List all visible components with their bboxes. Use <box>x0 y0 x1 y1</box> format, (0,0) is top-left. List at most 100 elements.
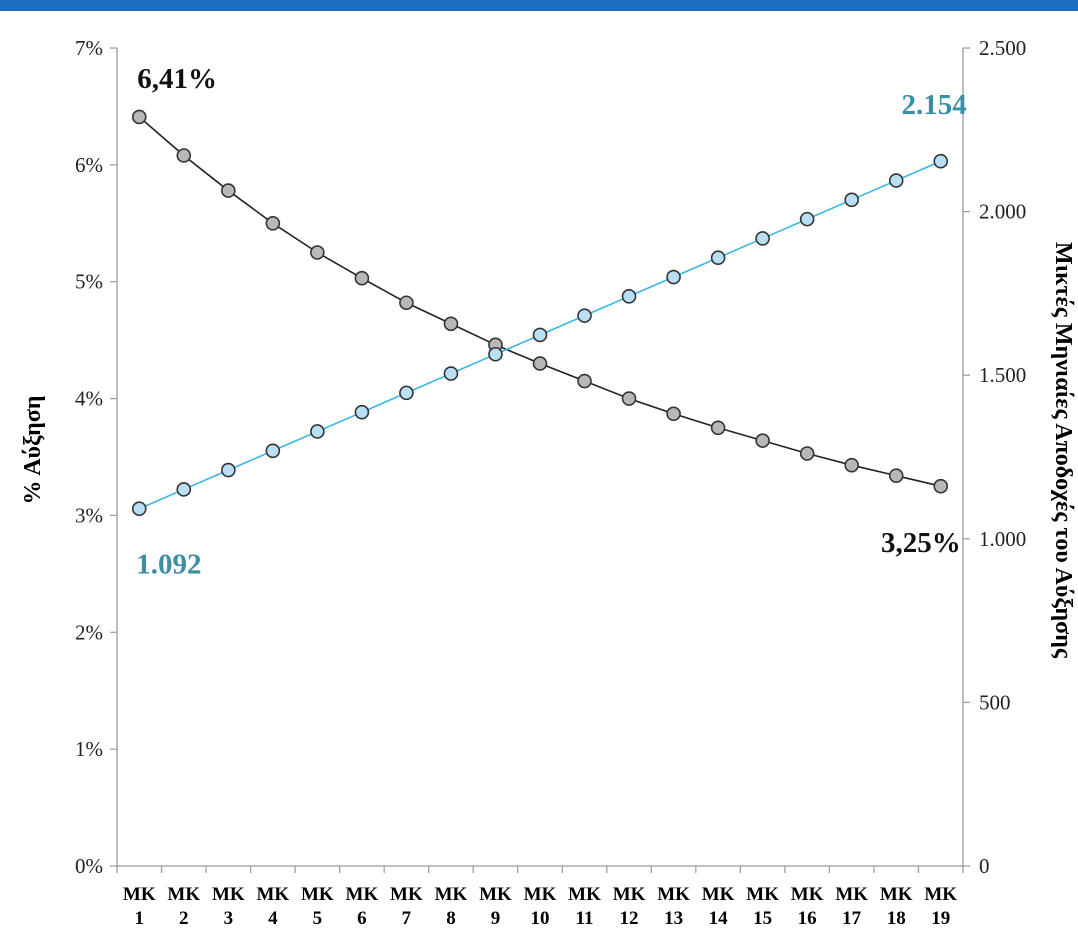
series-1-point <box>488 346 503 362</box>
annotations: 6,41% 3,25% 1.092 2.154 <box>136 63 966 581</box>
x-axis-tick-label: ΜΚ 5 <box>301 884 334 929</box>
series-1-point <box>310 424 325 439</box>
left-axis-tick-label: 1% <box>75 737 103 761</box>
x-axis-tick-label: ΜΚ 13 <box>657 884 690 929</box>
x-axis-tick-label: ΜΚ 4 <box>256 884 289 929</box>
x-axis-tick-label: ΜΚ 7 <box>390 884 423 929</box>
series-1-point <box>710 250 726 266</box>
x-axis-tick-label-line: 9 <box>491 908 501 929</box>
series-0-point <box>354 270 370 286</box>
series-0-point <box>265 215 281 231</box>
top-accent-bar <box>0 0 1078 11</box>
series-1-point <box>888 173 904 188</box>
series-1-point <box>399 385 414 401</box>
x-axis-tick-label: ΜΚ 9 <box>479 884 512 929</box>
series-1-point <box>755 231 770 246</box>
series-1-point <box>354 404 370 420</box>
series-0-point <box>888 468 904 483</box>
series-0-point <box>221 183 236 198</box>
x-axis-tick-label: ΜΚ 12 <box>613 884 646 929</box>
series-1-point <box>799 211 815 227</box>
data-label: 2.154 <box>901 89 966 121</box>
x-axis-tick-label-line: ΜΚ <box>568 884 601 905</box>
x-axis-tick-label-line: 4 <box>268 908 278 929</box>
series-0-point <box>755 433 770 448</box>
x-axis-tick-label: ΜΚ 8 <box>435 884 468 929</box>
data-label: 3,25% <box>881 527 961 559</box>
series-1-point <box>221 462 236 478</box>
x-axis-tick-label-line: 17 <box>842 908 862 929</box>
x-axis-tick-label-line: ΜΚ <box>657 884 690 905</box>
x-axis-tick-label: ΜΚ 6 <box>346 884 379 929</box>
x-axis-tick-label-line: 13 <box>664 908 683 929</box>
x-axis-tick-label-line: 7 <box>402 908 412 929</box>
x-axis-tick-label-line: 11 <box>576 908 594 929</box>
x-axis-tick-label-line: 16 <box>798 908 817 929</box>
x-axis-tick-label-line: ΜΚ <box>123 884 156 905</box>
series-1-point <box>621 289 637 304</box>
series-0-point <box>532 356 548 371</box>
x-axis-tick-label-line: ΜΚ <box>256 884 289 905</box>
left-axis-tick-label: 5% <box>75 270 103 294</box>
x-axis-tick-label: ΜΚ 19 <box>924 884 957 929</box>
left-axis-tick-label: 3% <box>75 503 103 527</box>
series-1-point <box>176 482 192 497</box>
right-axis-tick-label: 500 <box>979 690 1011 714</box>
x-axis-tick-label-line: ΜΚ <box>835 884 868 905</box>
x-axis-tick-label-line: 2 <box>179 908 189 929</box>
x-axis-tick-label-line: ΜΚ <box>212 884 245 905</box>
left-axis-title: % Αύξηση <box>20 396 46 505</box>
x-axis-tick-label-line: 12 <box>620 908 639 929</box>
right-axis-ticks: 0 500 1.000 1.500 2.000 2.500 <box>963 36 1026 878</box>
x-axis-tick-label-line: ΜΚ <box>791 884 824 905</box>
x-axis-tick-label-line: ΜΚ <box>524 884 557 905</box>
x-axis-tick-label: ΜΚ 10 <box>524 884 557 929</box>
series-0-point <box>621 391 637 406</box>
x-axis-tick-label: ΜΚ 17 <box>835 884 868 929</box>
series-1-point <box>933 153 949 169</box>
series-0-point <box>399 295 414 311</box>
data-label: 6,41% <box>137 63 217 95</box>
x-axis-tick-label-line: 19 <box>931 908 950 929</box>
right-axis-tick-label: 1.000 <box>979 527 1026 551</box>
series-0-point <box>131 109 147 125</box>
x-axis-tick-label: ΜΚ 11 <box>568 884 601 929</box>
left-axis-tick-label: 0% <box>75 854 103 878</box>
left-axis-tick-label: 7% <box>75 36 103 60</box>
x-axis-tick-label-line: ΜΚ <box>746 884 779 905</box>
x-axis-tick-label-line: ΜΚ <box>613 884 646 905</box>
x-axis-tick-label: ΜΚ 16 <box>791 884 824 929</box>
left-axis-tick-label: 2% <box>75 620 103 644</box>
x-axis-tick-label-line: ΜΚ <box>301 884 334 905</box>
x-axis-tick-label-line: 18 <box>887 908 906 929</box>
series-1-point <box>666 269 681 285</box>
x-axis-tick-label-line: ΜΚ <box>346 884 379 905</box>
x-axis-tick-label: ΜΚ 15 <box>746 884 779 929</box>
series-1-point <box>532 327 548 343</box>
x-axis-tick-label-line: ΜΚ <box>880 884 913 905</box>
x-axis-tick-label-line: ΜΚ <box>435 884 468 905</box>
x-axis-tick-label-line: 1 <box>135 908 145 929</box>
axes <box>116 48 964 873</box>
x-axis-tick-label-line: ΜΚ <box>479 884 512 905</box>
series-layer <box>131 109 949 516</box>
left-axis-tick-label: 6% <box>75 153 103 177</box>
series-1-point <box>131 501 147 516</box>
right-axis-tick-label: 2.000 <box>979 200 1026 224</box>
series-0-point <box>310 245 325 260</box>
x-axis-tick-label-line: 14 <box>709 908 729 929</box>
right-axis-title: Μικτές Μηνιαίες Αποδοχές του Αύξησης <box>1050 242 1076 659</box>
series-0-point <box>443 316 459 332</box>
x-axis-tick-label-line: ΜΚ <box>167 884 200 905</box>
x-axis-tick-label: ΜΚ 18 <box>880 884 913 929</box>
x-axis-tick-label: ΜΚ 3 <box>212 884 245 929</box>
series-0-point <box>666 406 681 422</box>
right-axis-tick-label: 0 <box>979 854 990 878</box>
series-1-point <box>265 443 281 459</box>
x-axis-tick-label-line: ΜΚ <box>924 884 957 905</box>
left-axis-ticks: 0% 1% 2% 3% 4% 5% 6% 7% <box>75 36 117 878</box>
x-axis-tick-label-line: 8 <box>446 908 456 929</box>
x-axis-tick-label-line: 10 <box>531 908 550 929</box>
